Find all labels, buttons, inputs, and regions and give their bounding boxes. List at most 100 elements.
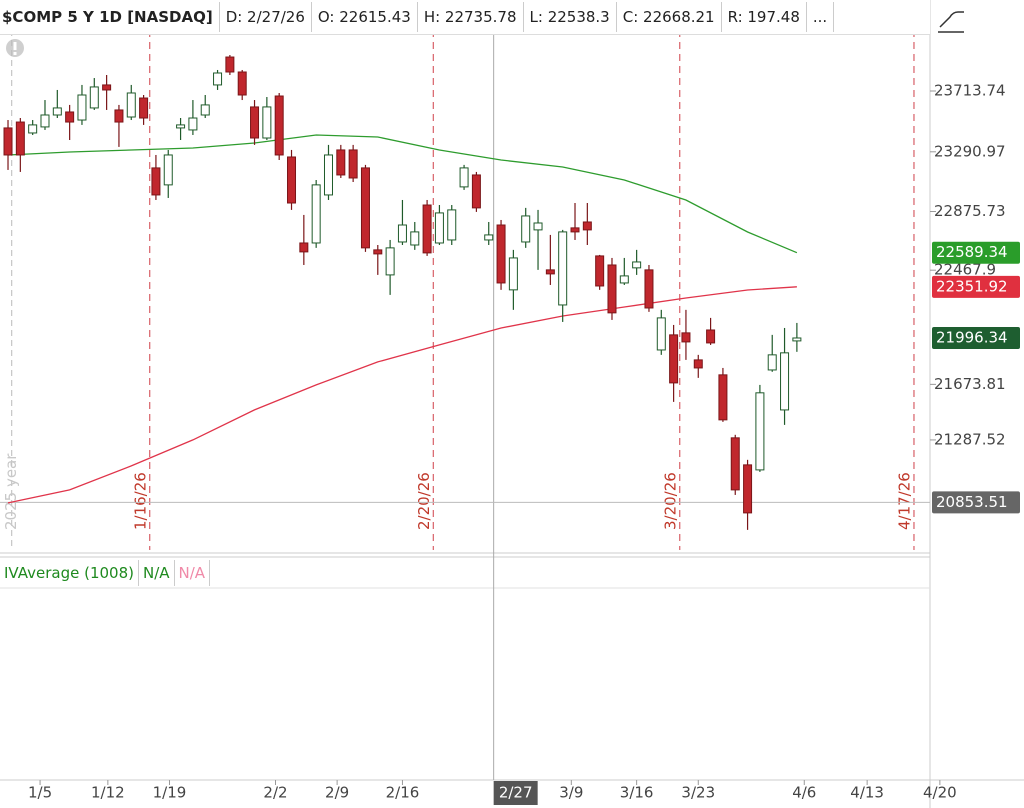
candle-body [607, 264, 617, 314]
x-tick-label: 3/23 [681, 784, 715, 802]
candle-body [52, 107, 62, 116]
x-tick-label: 1/5 [28, 784, 52, 802]
candle-body [40, 114, 50, 128]
candle-body [681, 332, 691, 343]
y-tick-label: 22875.73 [934, 202, 1006, 220]
candle-body [126, 92, 136, 118]
candle-body [755, 392, 765, 471]
candle-body [693, 359, 703, 369]
ohlc-readout: C: 22668.21 [617, 2, 722, 32]
ohlc-readout: O: 22615.43 [312, 2, 418, 32]
candle-body [545, 269, 555, 275]
ohlc-readout: L: 22538.3 [524, 2, 617, 32]
candle-body [348, 149, 358, 179]
candle-body [533, 222, 543, 231]
ohlc-readout: H: 22735.78 [418, 2, 524, 32]
candle-body [521, 215, 531, 243]
price-label: 22351.92 [936, 277, 1008, 295]
candle-body [225, 56, 235, 73]
price-label: 21996.34 [936, 328, 1008, 346]
candle-body [200, 104, 210, 116]
candle-body [397, 224, 407, 243]
candle-body [77, 94, 87, 121]
candle-body [15, 121, 25, 156]
year-label: 2025 year [2, 453, 20, 530]
candle-body [410, 231, 420, 246]
price-label-box [932, 326, 1020, 349]
candle-body [484, 234, 494, 241]
x-tick-label: 4/13 [850, 784, 884, 802]
candle-body [385, 247, 395, 276]
event-label: 4/17/26 [895, 472, 913, 530]
candle-body [644, 269, 654, 309]
candle-body [730, 437, 740, 491]
candle-body [471, 174, 481, 209]
x-tick-label: 2/2 [263, 784, 287, 802]
candle-body [706, 329, 716, 344]
icon-stroke [939, 11, 964, 28]
ohlc-readout: D: 2/27/26 [220, 2, 312, 32]
candle-body [213, 72, 223, 86]
candle-body [28, 124, 38, 134]
candle-body [422, 204, 432, 254]
candle-body [780, 352, 790, 411]
alert-icon-mark [13, 52, 17, 55]
candle-body [570, 227, 580, 233]
candle-body [114, 109, 124, 123]
y-tick-label: 23713.74 [934, 82, 1006, 100]
study-value: N/A [175, 560, 211, 586]
x-tick-label: 2/16 [386, 784, 420, 802]
chart-style-icon[interactable] [938, 11, 964, 33]
price-label-box [932, 241, 1020, 264]
event-label: 3/20/26 [661, 472, 679, 530]
crosshair-time-box [493, 781, 538, 805]
candle-body [373, 249, 383, 255]
study-name[interactable]: IVAverage (1008) [0, 560, 139, 586]
candle-body [3, 127, 13, 156]
x-tick-label: 1/19 [153, 784, 187, 802]
price-label-box [932, 275, 1020, 298]
study-legend: IVAverage (1008) N/A N/A [0, 559, 211, 587]
x-tick-label: 4/6 [792, 784, 816, 802]
x-tick-label: 3/16 [620, 784, 654, 802]
x-tick-label: 2/9 [325, 784, 349, 802]
ohlc-readout: R: 197.48 [722, 2, 807, 32]
x-tick-label: 1/12 [91, 784, 125, 802]
candle-body [139, 97, 149, 119]
price-label: 22589.34 [936, 243, 1008, 261]
candle-body [619, 275, 629, 284]
candle-body [632, 261, 642, 269]
candle-body [323, 154, 333, 196]
candle-body [360, 167, 370, 249]
candle-body [508, 257, 518, 291]
candle-body [582, 221, 592, 231]
y-tick-label: 22467.9 [934, 261, 996, 279]
header-bar: $COMP 5 Y 1D [NASDAQ] D: 2/27/26 O: 22615… [0, 0, 930, 35]
candle-body [336, 149, 346, 176]
study-value: N/A [139, 560, 175, 586]
candle-body [65, 111, 75, 123]
candle-body [496, 224, 506, 284]
candle-body [188, 117, 198, 131]
ohlc-readout: ... [807, 2, 835, 32]
candle-body [669, 334, 679, 384]
x-tick-label: 3/9 [559, 784, 583, 802]
candle-body [718, 374, 728, 421]
candle-body [656, 317, 666, 351]
symbol-title[interactable]: $COMP 5 Y 1D [NASDAQ] [0, 2, 220, 32]
candle-body [151, 167, 161, 196]
event-label: 2/20/26 [415, 472, 433, 530]
candle-body [434, 212, 444, 244]
candle-body [262, 106, 272, 139]
y-tick-label: 23290.97 [934, 142, 1006, 160]
candle-body [274, 95, 284, 156]
candle-body [250, 106, 260, 139]
alert-icon-mark [13, 42, 17, 50]
candle-body [558, 231, 568, 306]
candle-body [102, 84, 112, 91]
candle-body [767, 354, 777, 371]
candle-body [287, 156, 297, 204]
candle-body [237, 71, 247, 96]
candle-body [595, 255, 605, 287]
